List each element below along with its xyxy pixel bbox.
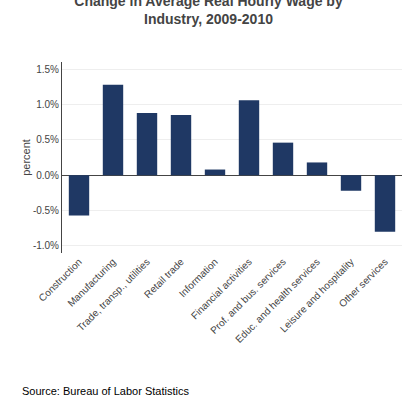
svg-text:Leisure and hospitality: Leisure and hospitality: [278, 256, 356, 334]
svg-text:Other services: Other services: [337, 256, 390, 309]
svg-text:-1.0%: -1.0%: [33, 240, 59, 251]
svg-text:0.0%: 0.0%: [36, 170, 59, 181]
svg-text:Construction: Construction: [36, 256, 83, 303]
svg-text:0.5%: 0.5%: [36, 134, 59, 145]
svg-text:Trade, transp., utilities: Trade, transp., utilities: [75, 256, 152, 333]
svg-text:percent: percent: [20, 139, 32, 176]
svg-text:1.5%: 1.5%: [36, 64, 59, 75]
svg-text:1.0%: 1.0%: [36, 99, 59, 110]
svg-text:-0.5%: -0.5%: [33, 205, 59, 216]
svg-text:Source: Bureau of Labor Statis: Source: Bureau of Labor Statistics: [22, 385, 189, 397]
svg-text:Information: Information: [177, 256, 220, 299]
svg-text:Prof. and bus. services: Prof. and bus. services: [208, 256, 288, 336]
svg-text:Retail trade: Retail trade: [142, 256, 186, 300]
svg-text:Educ. and health services: Educ. and health services: [233, 256, 322, 345]
svg-text:Financial activities: Financial activities: [189, 256, 254, 321]
svg-text:Manufacturing: Manufacturing: [65, 256, 118, 309]
svg-text:Change in Average Real Hourly: Change in Average Real Hourly Wage byInd…: [74, 0, 343, 27]
